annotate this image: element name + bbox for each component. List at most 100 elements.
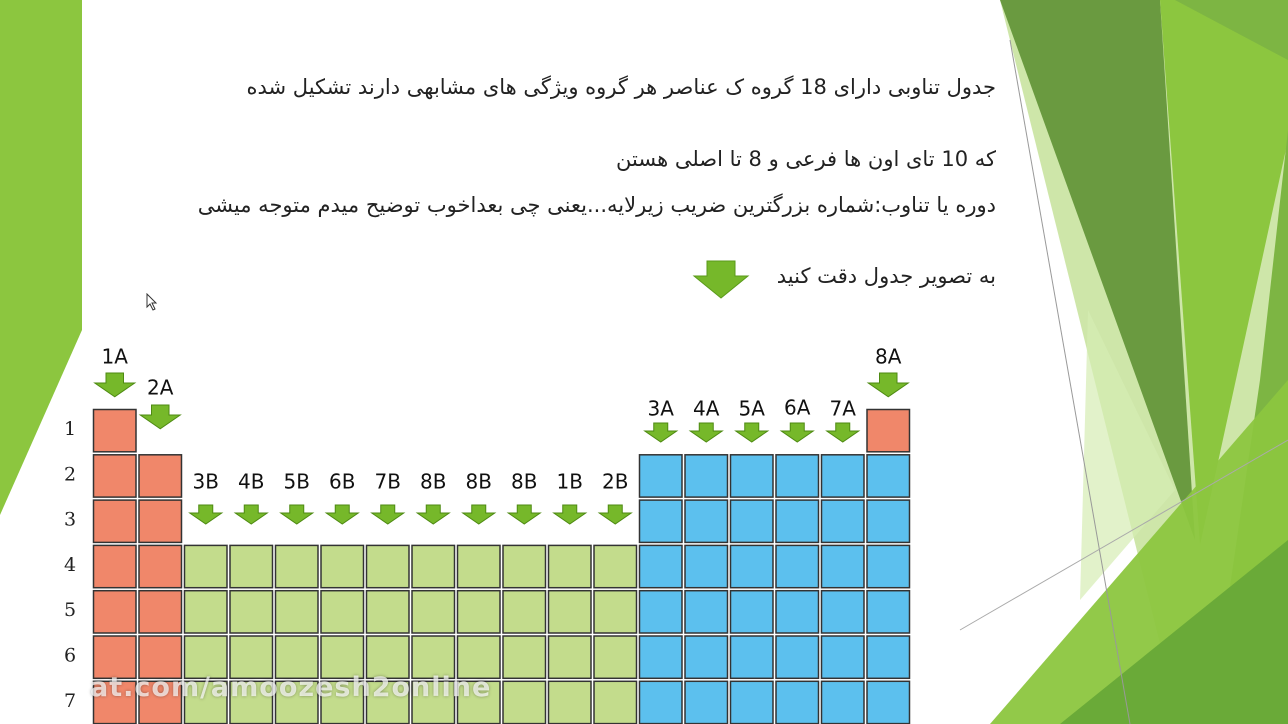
group-label: 6B xyxy=(329,470,355,494)
element-cell xyxy=(638,454,683,498)
element-cell xyxy=(138,454,183,498)
element-cell xyxy=(866,544,911,589)
element-cell xyxy=(92,635,137,680)
element-cell xyxy=(502,544,547,589)
element-cell xyxy=(411,544,456,589)
group-label: 2B xyxy=(602,470,628,494)
group-label: 7A xyxy=(830,397,857,421)
group-arrow-icon xyxy=(597,504,633,525)
element-cell xyxy=(138,499,183,544)
element-cell xyxy=(274,544,319,589)
group-label: 5B xyxy=(284,470,310,494)
element-cell xyxy=(183,635,228,680)
element-cell xyxy=(547,544,592,589)
element-cell xyxy=(547,680,592,724)
element-cell xyxy=(365,680,410,724)
element-cell xyxy=(638,544,683,589)
group-arrow-icon xyxy=(415,504,451,525)
element-cell xyxy=(274,635,319,680)
element-cell xyxy=(866,680,911,724)
element-cell xyxy=(138,544,183,589)
element-cell xyxy=(502,680,547,724)
period-label: 2 xyxy=(64,463,76,485)
element-cell xyxy=(92,408,137,453)
element-cell xyxy=(820,589,865,634)
group-arrow-icon xyxy=(461,504,497,525)
element-cell xyxy=(456,589,501,634)
group-arrow-icon xyxy=(138,404,182,430)
element-cell xyxy=(365,544,410,589)
element-cell xyxy=(729,544,774,589)
right-top-triangle xyxy=(1175,0,1288,60)
element-cell xyxy=(274,589,319,634)
element-cell xyxy=(229,589,274,634)
element-cell xyxy=(638,499,683,544)
period-label: 1 xyxy=(64,418,76,440)
group-label: 8B xyxy=(511,470,537,494)
element-cell xyxy=(729,589,774,634)
element-cell xyxy=(183,589,228,634)
group-label: 8B xyxy=(420,470,446,494)
element-cell xyxy=(92,680,137,724)
element-cell xyxy=(866,635,911,680)
mouse-cursor-icon xyxy=(146,293,158,311)
text-line-subgroups: که 10 تای اون ها فرعی و 8 تا اصلی هستن xyxy=(616,147,996,171)
element-cell xyxy=(411,589,456,634)
element-cell xyxy=(274,680,319,724)
element-cell xyxy=(866,454,911,498)
element-cell xyxy=(775,680,820,724)
left-green-wedge xyxy=(0,0,82,515)
element-cell xyxy=(502,635,547,680)
deco-line-2 xyxy=(959,439,1288,631)
element-cell xyxy=(729,454,774,498)
element-cell xyxy=(547,635,592,680)
group-arrow-icon xyxy=(779,422,815,443)
element-cell xyxy=(411,680,456,724)
right-bottom-dark-triangle xyxy=(1060,540,1288,724)
group-label: 3A xyxy=(648,397,675,421)
element-cell xyxy=(593,589,638,634)
group-arrow-icon xyxy=(233,504,269,525)
group-arrow-icon xyxy=(734,422,770,443)
element-cell xyxy=(502,589,547,634)
element-cell xyxy=(775,544,820,589)
group-arrow-icon xyxy=(370,504,406,525)
element-cell xyxy=(820,499,865,544)
element-cell xyxy=(92,589,137,634)
group-arrow-icon xyxy=(324,504,360,525)
text-line-look-at-table: به تصویر جدول دقت کنید xyxy=(776,264,996,288)
group-label: 8A xyxy=(875,345,902,369)
group-label: 5A xyxy=(739,397,766,421)
element-cell xyxy=(92,499,137,544)
element-cell xyxy=(365,635,410,680)
group-arrow-icon xyxy=(279,504,315,525)
element-cell xyxy=(866,589,911,634)
deco-line-1 xyxy=(1009,39,1131,724)
element-cell xyxy=(775,499,820,544)
element-cell xyxy=(320,589,365,634)
element-cell xyxy=(820,544,865,589)
element-cell xyxy=(638,589,683,634)
element-cell xyxy=(138,635,183,680)
element-cell xyxy=(229,680,274,724)
element-cell xyxy=(684,499,729,544)
group-arrow-icon xyxy=(825,422,861,443)
element-cell xyxy=(684,544,729,589)
element-cell xyxy=(684,454,729,498)
group-arrow-icon xyxy=(688,422,724,443)
element-cell xyxy=(638,635,683,680)
element-cell xyxy=(92,544,137,589)
watermark-text: at.com/amoozesh2online xyxy=(90,672,492,703)
group-arrow-icon xyxy=(552,504,588,525)
element-cell xyxy=(866,499,911,544)
period-label: 7 xyxy=(64,690,76,712)
group-label: 6A xyxy=(784,396,811,420)
period-label: 5 xyxy=(64,599,76,621)
element-cell xyxy=(320,544,365,589)
group-label: 7B xyxy=(375,470,401,494)
group-label: 4A xyxy=(693,397,720,421)
element-cell xyxy=(183,544,228,589)
